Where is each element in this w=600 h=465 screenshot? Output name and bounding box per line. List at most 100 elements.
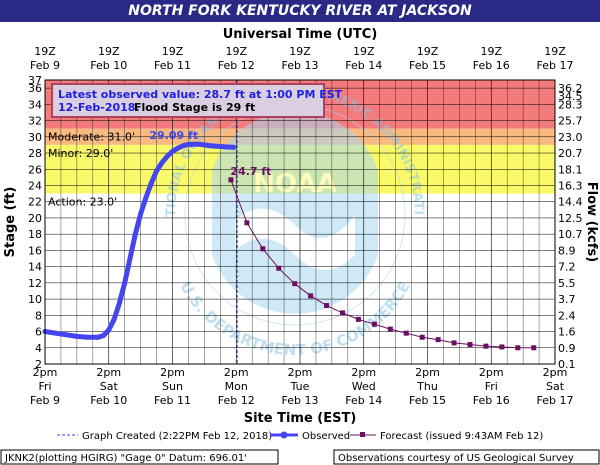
observed-point <box>132 231 138 237</box>
y-tick-label: 4 <box>35 342 42 355</box>
latest-value-line: Latest observed value: 28.7 ft at 1:00 P… <box>58 88 343 101</box>
y-tick-label: 26 <box>28 163 42 176</box>
observed-point <box>180 143 186 149</box>
y-tick-label: 14 <box>28 261 42 274</box>
top-x-tick-hour: 19Z <box>162 45 184 58</box>
y2-tick-label: 20.7 <box>558 147 583 160</box>
y-tick-label: 16 <box>28 244 42 257</box>
y2-axis-title: Flow (kcfs) <box>584 182 599 262</box>
forecast-point <box>435 337 441 343</box>
y-tick-label: 22 <box>28 196 42 209</box>
observed-point <box>217 144 223 150</box>
observed-point <box>106 327 112 333</box>
forecast-point <box>324 303 330 309</box>
flood-stage-text: Flood Stage is 29 ft <box>134 101 255 114</box>
top-x-tick-date: Feb 14 <box>345 59 382 72</box>
forecast-point <box>483 343 489 349</box>
observed-point <box>127 256 133 262</box>
bottom-x-tick-day: Sun <box>162 380 183 393</box>
bottom-x-tick-date: Feb 13 <box>282 394 319 407</box>
latest-value-date: 12-Feb-2018. <box>58 101 140 114</box>
y-tick-label: 36 <box>28 82 42 95</box>
bottom-x-tick-date: Feb 10 <box>90 394 127 407</box>
bottom-x-tick-hour: 2pm <box>224 366 249 379</box>
footer-credit-text: Observations courtesy of US Geological S… <box>338 453 574 464</box>
y-tick-label: 28 <box>28 147 42 160</box>
top-x-tick-date: Feb 12 <box>218 59 255 72</box>
forecast-line <box>230 179 534 349</box>
top-x-tick-date: Feb 9 <box>30 59 60 72</box>
observed-point <box>196 141 202 147</box>
top-x-tick-hour: 19Z <box>34 45 56 58</box>
footer-datum-text: JKNK2(plotting HGIRG) "Gage 0" Datum: 69… <box>4 453 247 464</box>
observed-point <box>148 180 154 186</box>
forecast-point <box>276 265 282 271</box>
forecast-point <box>499 344 505 350</box>
bottom-x-tick-day: Fri <box>38 380 51 393</box>
top-x-tick-hour: 19Z <box>225 45 247 58</box>
observed-point <box>63 332 69 338</box>
bottom-x-tick-day: Mon <box>225 380 248 393</box>
y-tick-label: 12 <box>28 277 42 290</box>
y-tick-label: 30 <box>28 131 42 144</box>
observed-point <box>201 142 207 148</box>
observed-point <box>85 334 90 340</box>
bottom-x-tick-hour: 2pm <box>479 366 504 379</box>
y2-tick-label: 23.0 <box>558 131 583 144</box>
observed-point <box>164 153 170 159</box>
forecast-point <box>355 316 361 322</box>
top-axis-title: Universal Time (UTC) <box>223 27 378 42</box>
forecast-point <box>244 220 250 226</box>
forecast-point <box>340 310 345 316</box>
forecast-point <box>371 321 377 327</box>
y2-tick-label: 14.4 <box>558 196 583 209</box>
forecast-point <box>419 334 425 340</box>
forecast-point <box>292 281 298 287</box>
watermark-logo-text: NOAA <box>253 169 336 199</box>
y-tick-label: 37 <box>28 74 42 87</box>
observed-point <box>154 168 160 174</box>
y2-tick-label: 5.5 <box>558 277 576 290</box>
stage-label: Action: 23.0' <box>48 196 117 209</box>
y2-tick-label: 28.3 <box>558 98 583 111</box>
top-x-tick-hour: 19Z <box>98 45 120 58</box>
observed-point <box>53 330 59 336</box>
bottom-x-tick-date: Feb 14 <box>345 394 382 407</box>
top-x-tick-date: Feb 17 <box>537 59 574 72</box>
observed-point <box>175 145 181 151</box>
bottom-axis-title: Site Time (EST) <box>244 411 357 426</box>
observed-point <box>122 280 128 286</box>
y2-tick-label: 12.5 <box>558 212 583 225</box>
y-tick-label: 34 <box>28 98 42 111</box>
observed-point <box>111 316 117 322</box>
observed-point <box>95 334 101 340</box>
bottom-x-tick-date: Feb 12 <box>218 394 255 407</box>
top-x-tick-date: Feb 11 <box>154 59 191 72</box>
legend-observed-marker <box>280 431 288 439</box>
bottom-x-tick-day: Fri <box>485 380 498 393</box>
bottom-x-tick-date: Feb 16 <box>473 394 510 407</box>
y-axis-title: Stage (ft) <box>3 187 18 258</box>
top-x-tick-hour: 19Z <box>417 45 439 58</box>
bottom-x-tick-day: Sat <box>546 380 565 393</box>
legend-forecast-marker <box>360 432 365 437</box>
y-tick-label: 32 <box>28 115 42 128</box>
observed-point <box>223 144 229 150</box>
bottom-x-tick-hour: 2pm <box>160 366 185 379</box>
bottom-x-tick-date: Feb 17 <box>537 394 574 407</box>
y-tick-label: 10 <box>28 293 42 306</box>
top-x-tick-date: Feb 10 <box>90 59 127 72</box>
bottom-x-tick-hour: 2pm <box>33 366 58 379</box>
legend-observed-label: Observed <box>302 431 350 442</box>
legend-graph-created-label: Graph Created (2:22PM Feb 12, 2018) <box>82 431 272 442</box>
y2-tick-label: 8.9 <box>558 244 576 257</box>
bottom-x-tick-hour: 2pm <box>96 366 121 379</box>
forecast-point <box>451 340 457 346</box>
forecast-point <box>403 330 409 336</box>
bottom-x-tick-day: Thu <box>416 380 438 393</box>
forecast-point <box>387 326 393 332</box>
bottom-x-tick-day: Wed <box>352 380 376 393</box>
y-tick-label: 18 <box>28 228 42 241</box>
y2-tick-label: 16.3 <box>558 179 583 192</box>
